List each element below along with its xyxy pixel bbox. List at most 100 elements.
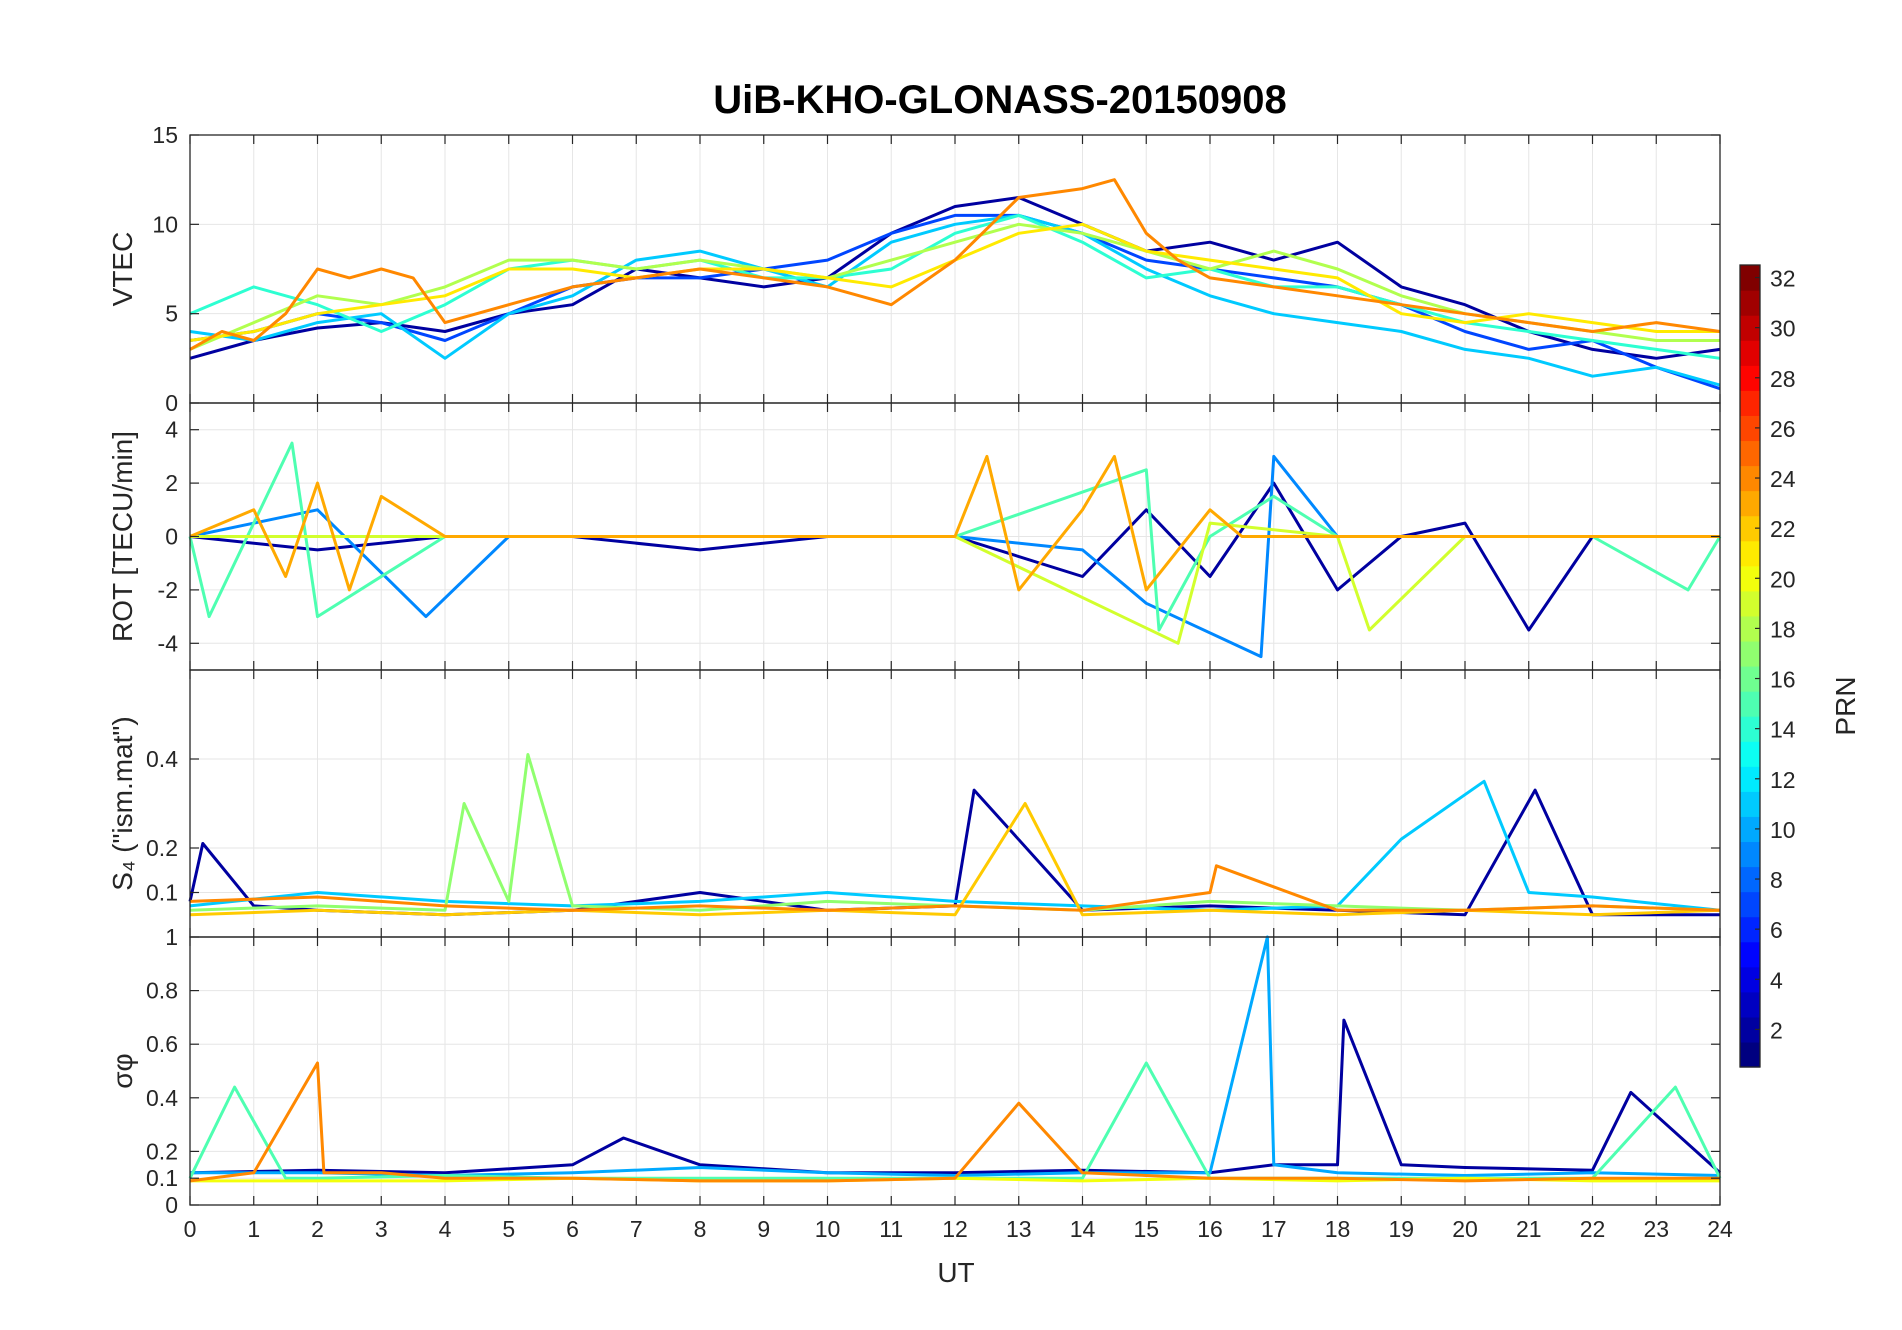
colorbar-segment [1740,265,1760,291]
series-line-prn-11 [189,779,1721,912]
x-tick-label: 9 [757,1216,770,1242]
colorbar-segment [1740,716,1760,742]
colorbar-segment [1740,515,1760,542]
panel-sigma: 00.10.2 0.4 0.6 0.8 1 σφ [107,924,1722,1218]
colorbar-tick-label: 12 [1770,767,1796,793]
colorbar-segment [1740,590,1760,617]
series-line-prn-7 [189,213,1721,391]
x-tick-label: 19 [1388,1216,1414,1242]
colorbar-tick-label: 4 [1770,967,1783,993]
colorbar-segment [1740,916,1760,943]
y-tick-label: -2 [158,577,178,603]
colorbar-tick-label: 16 [1770,667,1796,693]
x-axis-title: UT [937,1257,974,1288]
colorbar-segment [1740,315,1760,341]
colorbar-tick-label: 20 [1770,566,1796,592]
y-axis-title-sigma: σφ [107,1053,138,1088]
y-tick-label: 0.2 [146,1138,178,1164]
colorbar-segment [1740,866,1760,893]
colorbar-tick-label: 30 [1770,316,1796,342]
y-axis-title-vtec: VTEC [107,232,138,307]
series-line-prn-24 [189,864,1721,912]
colorbar-segment [1740,390,1760,416]
y-axis-title-rot: ROT [TECU/min] [107,431,138,642]
x-tick-label: 14 [1070,1216,1096,1242]
x-tick-label: 16 [1197,1216,1223,1242]
colorbar-segment [1740,691,1760,717]
y-tick-label: 0 [165,390,178,416]
y-tick-label: 0.2 [146,835,178,861]
y-tick-label: 15 [152,122,178,148]
y-tick-label: 10 [152,211,178,237]
series-line-prn-17 [189,753,1721,912]
colorbar-segment [1740,816,1760,843]
x-tick-label: 2 [311,1216,324,1242]
colorbar-segment [1740,415,1760,442]
x-tick-label: 21 [1516,1216,1542,1242]
y-axis-title-s4: S₄ ("ism.mat") [107,716,138,890]
colorbar-segment [1740,766,1760,792]
colorbar-segment [1740,540,1760,567]
series-line-prn-24 [189,1061,1720,1183]
colorbar-tick-label: 2 [1770,1017,1783,1043]
x-tick-label: 11 [879,1216,903,1242]
series-line-prn-2 [189,196,1721,360]
y-tick-label: 2 [165,470,178,496]
colorbar-segment [1740,290,1760,316]
y-tick-label: 0.6 [146,1031,178,1057]
colorbar-segment [1740,1041,1760,1068]
colorbar-tick-label: 18 [1770,616,1796,642]
x-tick-label: 23 [1643,1216,1669,1242]
x-tick-label: 0 [184,1216,197,1242]
colorbar-segment [1740,841,1760,868]
x-tick-label: 4 [439,1216,452,1242]
colorbar-segment [1740,666,1760,692]
colorbar-segment [1740,490,1760,517]
colorbar-tick-label: 10 [1770,817,1796,843]
colorbar-segment [1740,565,1760,592]
x-tick-label: 22 [1580,1216,1606,1242]
colorbar-segment [1740,640,1760,667]
x-tick-label: 20 [1452,1216,1478,1242]
x-tick-label: 12 [942,1216,968,1242]
x-tick-label: 24 [1707,1216,1733,1242]
x-tick-label: 6 [566,1216,579,1242]
series-line-prn-23 [189,454,1720,592]
chart-title: UiB-KHO-GLONASS-20150908 [713,78,1287,122]
x-tick-label: 1 [247,1216,260,1242]
colorbar-segment [1740,340,1760,366]
x-tick-label: 8 [694,1216,707,1242]
y-tick-label: 1 [165,924,178,950]
y-tick-label: 0.8 [146,978,178,1004]
y-tick-label: 4 [165,417,178,443]
x-tick-label: 5 [502,1216,515,1242]
x-tick-label: 15 [1133,1216,1159,1242]
colorbar-tick-label: 8 [1770,867,1783,893]
colorbar-segment [1740,941,1760,968]
colorbar-segment [1740,1016,1760,1043]
panel-vtec: 0 5 10 15 VTEC [107,122,1721,416]
y-tick-label: 5 [165,301,178,327]
colorbar-segment [1740,791,1760,817]
colorbar-frame [1739,264,1761,1068]
x-tick-label: 18 [1325,1216,1351,1242]
y-tick-label: 0.1 [146,880,178,906]
series-line-prn-11 [189,213,1721,387]
y-tick-label: -4 [158,630,179,656]
x-tick-label: 10 [815,1216,841,1242]
x-tick-label: 17 [1261,1216,1287,1242]
colorbar-segment [1740,365,1760,391]
y-tick-label: 0.1 [146,1165,178,1191]
x-tick-label: 7 [630,1216,643,1242]
colorbar-segment [1740,891,1760,918]
colorbar-tick-label: 24 [1770,466,1796,492]
y-tick-label: 0 [165,1192,178,1218]
colorbar-segment [1740,966,1760,993]
colorbar-label: PRN [1830,676,1861,735]
panel-s4: 0.1 0.2 0.4 S₄ ("ism.mat") [107,669,1721,938]
colorbar-segment [1740,615,1760,642]
x-tick-label: 3 [375,1216,388,1242]
colorbar-segment [1740,465,1760,492]
